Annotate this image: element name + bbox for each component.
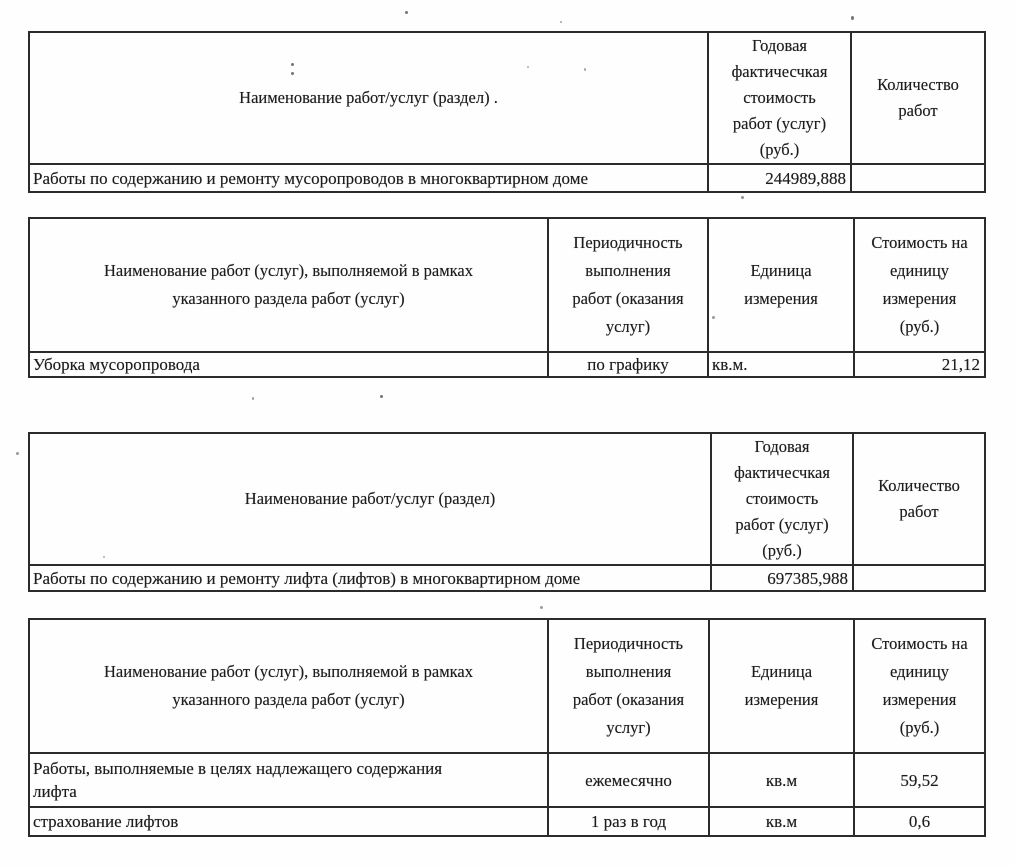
cell-work-name: Работы по содержанию и ремонту мусоропро… xyxy=(28,163,709,193)
scan-speck xyxy=(584,68,586,71)
cell-annual-cost: 697385,988 xyxy=(710,564,854,592)
header-work-count: Количество работ xyxy=(850,31,986,165)
header-annual-cost: Годовая фактичесчкая стоимость работ (ус… xyxy=(710,432,854,566)
cell-periodicity: по графику xyxy=(547,351,709,378)
header-unit-cost: Стоимость на единицу измерения (руб.) xyxy=(853,618,986,754)
header-annual-cost: Годовая фактичесчкая стоимость работ (ус… xyxy=(707,31,852,165)
scan-speck xyxy=(16,452,19,455)
header-periodicity: Периодичность выполнения работ (оказания… xyxy=(547,217,709,353)
header-row: Наименование работ/услуг (раздел) . Годо… xyxy=(28,31,986,165)
cell-work-name: страхование лифтов xyxy=(28,806,549,837)
cell-unit: кв.м xyxy=(708,806,855,837)
cell-annual-cost: 244989,888 xyxy=(707,163,852,193)
cell-unit-cost: 0,6 xyxy=(853,806,986,837)
header-unit: Единица измерения xyxy=(708,618,855,754)
cell-periodicity: ежемесячно xyxy=(547,752,710,808)
cell-unit: кв.м xyxy=(708,752,855,808)
scan-speck xyxy=(540,606,543,609)
cell-work-name: Работы по содержанию и ремонту лифта (ли… xyxy=(28,564,712,592)
scan-speck xyxy=(291,72,294,75)
cell-work-count xyxy=(852,564,986,592)
cell-work-count xyxy=(850,163,986,193)
header-work-name: Наименование работ (услуг), выполняемой … xyxy=(28,618,549,754)
table-row: Уборка мусоропровода по графику кв.м. 21… xyxy=(28,351,986,378)
scan-speck xyxy=(527,66,529,68)
cell-work-name: Работы, выполняемые в целях надлежащего … xyxy=(28,752,549,808)
scan-speck xyxy=(741,196,744,199)
table-row: Работы по содержанию и ремонту лифта (ли… xyxy=(28,564,986,592)
scan-speck xyxy=(560,21,562,23)
garbage-chute-detail-table: Наименование работ (услуг), выполняемой … xyxy=(28,217,986,378)
header-row: Наименование работ/услуг (раздел) Годова… xyxy=(28,432,986,566)
elevator-summary-table: Наименование работ/услуг (раздел) Годова… xyxy=(28,432,986,592)
header-work-name: Наименование работ/услуг (раздел) xyxy=(28,432,712,566)
header-unit-cost: Стоимость на единицу измерения (руб.) xyxy=(853,217,986,353)
table-row: Работы, выполняемые в целях надлежащего … xyxy=(28,752,986,808)
cell-work-name: Уборка мусоропровода xyxy=(28,351,549,378)
header-unit: Единица измерения xyxy=(707,217,855,353)
scan-speck xyxy=(291,63,294,66)
cell-unit-cost: 59,52 xyxy=(853,752,986,808)
scan-speck xyxy=(712,316,715,319)
table-row: страхование лифтов 1 раз в год кв.м 0,6 xyxy=(28,806,986,837)
table-row: Работы по содержанию и ремонту мусоропро… xyxy=(28,163,986,193)
scan-speck xyxy=(405,11,408,14)
header-row: Наименование работ (услуг), выполняемой … xyxy=(28,217,986,353)
elevator-detail-table: Наименование работ (услуг), выполняемой … xyxy=(28,618,986,837)
header-work-count: Количество работ xyxy=(852,432,986,566)
header-row: Наименование работ (услуг), выполняемой … xyxy=(28,618,986,754)
cell-unit-cost: 21,12 xyxy=(853,351,986,378)
garbage-chute-summary-table: Наименование работ/услуг (раздел) . Годо… xyxy=(28,31,986,193)
scan-speck xyxy=(103,556,105,558)
cell-unit: кв.м. xyxy=(707,351,855,378)
scan-speck xyxy=(380,395,383,398)
header-periodicity: Периодичность выполнения работ (оказания… xyxy=(547,618,710,754)
header-work-name: Наименование работ (услуг), выполняемой … xyxy=(28,217,549,353)
scan-speck xyxy=(252,397,254,400)
scan-speck xyxy=(851,16,854,20)
header-work-name: Наименование работ/услуг (раздел) . xyxy=(28,31,709,165)
cell-periodicity: 1 раз в год xyxy=(547,806,710,837)
